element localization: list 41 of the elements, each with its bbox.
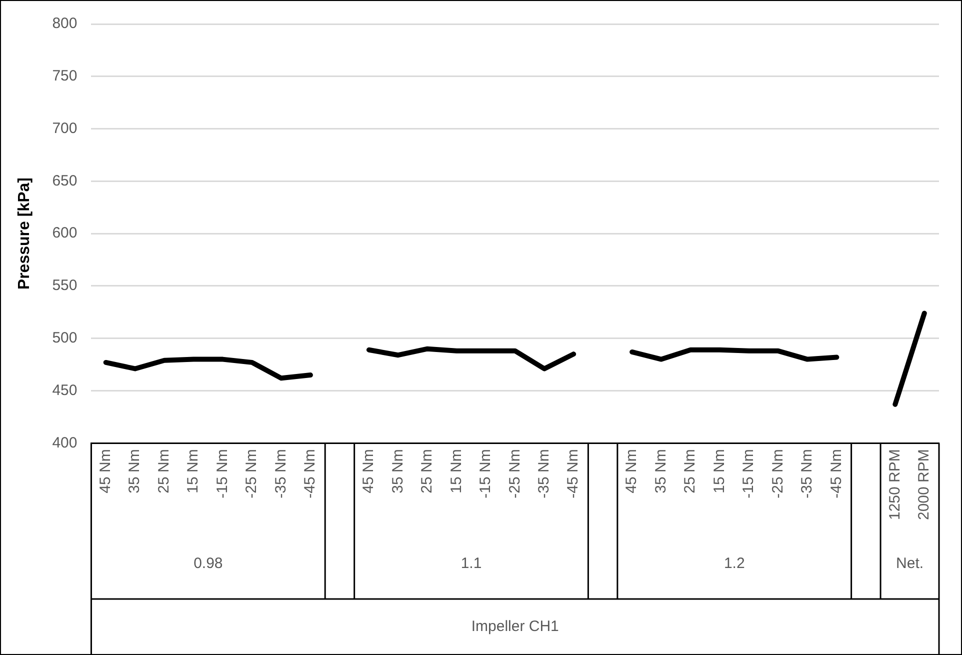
- y-tick-label: 700: [52, 120, 78, 137]
- x-tick-label: -25 Nm: [769, 449, 786, 498]
- y-tick-label: 800: [52, 15, 78, 32]
- x-tick-label: 25 Nm: [682, 449, 699, 494]
- text: Net.: [896, 555, 924, 572]
- x-tick-label: -15 Nm: [740, 449, 758, 498]
- x-tick-label: -35 Nm: [535, 449, 552, 498]
- y-tick-label: 500: [52, 329, 78, 346]
- y-tick-label: 400: [52, 434, 78, 452]
- y-tick-label: 450: [52, 382, 78, 399]
- x-tick-label: -15 Nm: [477, 449, 494, 498]
- text: 0.98: [194, 555, 223, 572]
- x-tick-label: -35 Nm: [798, 449, 816, 498]
- y-tick-label: 650: [52, 172, 78, 190]
- x-tick-label: 35 Nm: [652, 449, 670, 494]
- x-tick-label: 35 Nm: [126, 449, 144, 494]
- text: 1.2: [724, 555, 745, 572]
- x-tick-label: -45 Nm: [302, 449, 319, 498]
- x-tick-label: 45 Nm: [96, 449, 114, 494]
- x-tick-label: -35 Nm: [272, 449, 290, 498]
- x-tick-label: 45 Nm: [360, 449, 378, 494]
- x-tick-label: -25 Nm: [243, 449, 260, 498]
- y-axis-title: Pressure [kPa]: [16, 178, 34, 290]
- x-tick-label: -45 Nm: [564, 449, 582, 498]
- x-tick-label: -45 Nm: [828, 449, 845, 498]
- text: 1.1: [460, 555, 482, 572]
- y-tick-label: 600: [52, 224, 78, 242]
- x-tick-label: 1250 RPM: [886, 449, 904, 520]
- x-tick-label: 25 Nm: [418, 449, 436, 494]
- x-tick-label: 25 Nm: [155, 449, 172, 494]
- x-tick-label: -15 Nm: [214, 449, 231, 498]
- text: Impeller CH1: [471, 618, 559, 636]
- x-tick-label: 45 Nm: [623, 449, 640, 494]
- x-tick-label: -25 Nm: [506, 449, 524, 498]
- x-tick-label: 35 Nm: [389, 449, 406, 494]
- x-tick-label: 15 Nm: [448, 449, 465, 494]
- x-tick-label: 2000 RPM: [916, 449, 933, 520]
- y-tick-label: 550: [52, 277, 78, 294]
- x-tick-label: 15 Nm: [184, 449, 202, 494]
- x-tick-label: 15 Nm: [710, 449, 728, 494]
- y-tick-label: 750: [52, 68, 78, 85]
